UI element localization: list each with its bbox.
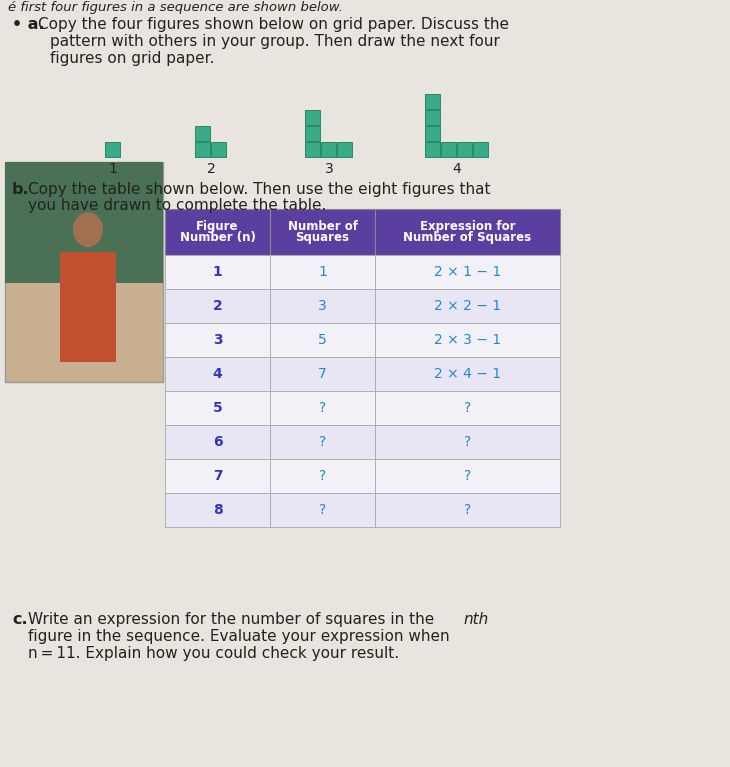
Text: Expression for: Expression for bbox=[420, 220, 515, 233]
Bar bbox=[165, 425, 270, 459]
Text: 3: 3 bbox=[325, 162, 334, 176]
Bar bbox=[165, 289, 270, 323]
Bar bbox=[195, 142, 210, 157]
Text: ?: ? bbox=[319, 469, 326, 483]
Text: Number (n): Number (n) bbox=[180, 231, 255, 244]
Bar bbox=[165, 493, 270, 527]
Text: 2 × 3 − 1: 2 × 3 − 1 bbox=[434, 333, 501, 347]
Bar bbox=[165, 255, 270, 289]
Bar bbox=[321, 142, 336, 157]
Text: Copy the table shown below. Then use the eight figures that: Copy the table shown below. Then use the… bbox=[28, 182, 491, 197]
Text: ?: ? bbox=[464, 435, 471, 449]
Text: ?: ? bbox=[319, 503, 326, 517]
Bar bbox=[375, 255, 560, 289]
Text: ?: ? bbox=[319, 435, 326, 449]
Bar bbox=[270, 289, 375, 323]
Bar bbox=[425, 94, 440, 109]
Text: 2 × 4 − 1: 2 × 4 − 1 bbox=[434, 367, 501, 381]
Bar bbox=[270, 357, 375, 391]
Ellipse shape bbox=[73, 212, 103, 247]
Bar bbox=[375, 425, 560, 459]
Text: c.: c. bbox=[12, 612, 28, 627]
Bar bbox=[375, 493, 560, 527]
Bar bbox=[425, 110, 440, 125]
Text: 1: 1 bbox=[318, 265, 327, 279]
Bar bbox=[337, 142, 352, 157]
Text: nth: nth bbox=[463, 612, 488, 627]
Text: 4: 4 bbox=[212, 367, 223, 381]
Bar bbox=[375, 357, 560, 391]
Bar bbox=[105, 142, 120, 157]
Text: pattern with others in your group. Then draw the next four: pattern with others in your group. Then … bbox=[50, 34, 500, 49]
Bar bbox=[375, 323, 560, 357]
Bar bbox=[375, 209, 560, 255]
Bar bbox=[425, 126, 440, 141]
Text: 2: 2 bbox=[212, 299, 223, 313]
Text: b.: b. bbox=[12, 182, 30, 197]
Text: n = 11. Explain how you could check your result.: n = 11. Explain how you could check your… bbox=[28, 646, 399, 661]
Text: Write an expression for the number of squares in the: Write an expression for the number of sq… bbox=[28, 612, 439, 627]
Bar bbox=[270, 209, 375, 255]
Text: 6: 6 bbox=[212, 435, 223, 449]
Bar bbox=[270, 493, 375, 527]
Text: 3: 3 bbox=[212, 333, 223, 347]
Text: you have drawn to complete the table.: you have drawn to complete the table. bbox=[28, 198, 326, 213]
Text: ?: ? bbox=[464, 401, 471, 415]
Text: Squares: Squares bbox=[296, 231, 350, 244]
Bar bbox=[305, 126, 320, 141]
Text: Copy the four figures shown below on grid paper. Discuss the: Copy the four figures shown below on gri… bbox=[38, 17, 509, 32]
Text: • a.: • a. bbox=[12, 17, 45, 32]
Bar bbox=[165, 323, 270, 357]
Bar bbox=[375, 289, 560, 323]
Bar bbox=[165, 459, 270, 493]
Bar bbox=[195, 126, 210, 141]
Text: Number of: Number of bbox=[288, 220, 358, 233]
Bar bbox=[211, 142, 226, 157]
Text: 2 × 2 − 1: 2 × 2 − 1 bbox=[434, 299, 501, 313]
Text: 8: 8 bbox=[212, 503, 223, 517]
Text: 3: 3 bbox=[318, 299, 327, 313]
Text: Figure: Figure bbox=[196, 220, 239, 233]
Text: Number of Squares: Number of Squares bbox=[404, 231, 531, 244]
Bar bbox=[61, 252, 115, 362]
Bar bbox=[305, 110, 320, 125]
Bar bbox=[441, 142, 456, 157]
Text: 1: 1 bbox=[109, 162, 118, 176]
Text: ?: ? bbox=[464, 503, 471, 517]
Text: 4: 4 bbox=[453, 162, 461, 176]
Text: 5: 5 bbox=[318, 333, 327, 347]
Bar bbox=[305, 142, 320, 157]
Bar bbox=[5, 162, 163, 283]
Bar bbox=[457, 142, 472, 157]
Bar bbox=[165, 357, 270, 391]
Text: 7: 7 bbox=[318, 367, 327, 381]
Text: ?: ? bbox=[464, 469, 471, 483]
Bar bbox=[270, 323, 375, 357]
Bar bbox=[425, 142, 440, 157]
Bar bbox=[375, 459, 560, 493]
Text: 5: 5 bbox=[212, 401, 223, 415]
Bar bbox=[270, 425, 375, 459]
Text: ?: ? bbox=[319, 401, 326, 415]
Text: 2: 2 bbox=[207, 162, 215, 176]
Bar bbox=[5, 162, 163, 382]
Text: figures on grid paper.: figures on grid paper. bbox=[50, 51, 215, 66]
Text: 1: 1 bbox=[212, 265, 223, 279]
Bar bbox=[473, 142, 488, 157]
Bar bbox=[270, 255, 375, 289]
Text: é first four figures in a sequence are shown below.: é first four figures in a sequence are s… bbox=[8, 1, 343, 14]
Bar bbox=[270, 459, 375, 493]
Text: 2 × 1 − 1: 2 × 1 − 1 bbox=[434, 265, 501, 279]
Bar bbox=[375, 391, 560, 425]
Bar bbox=[165, 391, 270, 425]
Bar bbox=[270, 391, 375, 425]
Bar bbox=[165, 209, 270, 255]
Text: figure in the sequence. Evaluate your expression when: figure in the sequence. Evaluate your ex… bbox=[28, 629, 450, 644]
Text: 7: 7 bbox=[212, 469, 223, 483]
